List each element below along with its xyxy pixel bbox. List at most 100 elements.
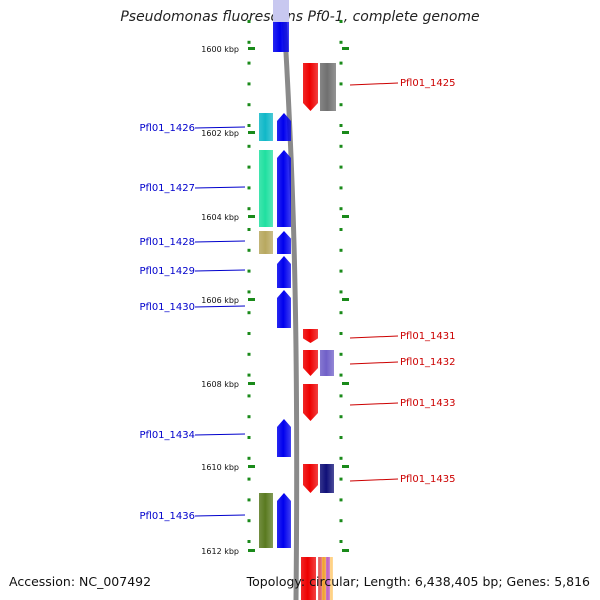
cog-block-partial-c (326, 557, 330, 600)
forward-tick (247, 186, 251, 190)
scale-major-tick-right (342, 465, 349, 468)
forward-tick (247, 124, 251, 127)
scale-label: 1602 kbp (201, 129, 239, 138)
forward-tick (247, 415, 251, 419)
scale-label: 1604 kbp (201, 213, 239, 222)
forward-tick (247, 436, 251, 439)
reverse-gene-leader (349, 335, 399, 339)
cog-block-pfl01_1426 (259, 113, 273, 141)
forward-gene-label: Pfl01_1429 (139, 266, 195, 277)
cog-block-partial-a (318, 557, 322, 600)
reverse-gene-pfl01_1432 (303, 350, 318, 376)
forward-gene-leader (194, 240, 246, 243)
forward-gene-label: Pfl01_1428 (139, 237, 195, 248)
reverse-tick (339, 540, 343, 543)
reverse-gene-pfl01_1431 (303, 329, 318, 343)
reverse-tick (339, 61, 343, 65)
reverse-tick (339, 290, 343, 294)
forward-gene-pfl01_1429 (277, 256, 291, 288)
reverse-gene-leader (349, 402, 399, 406)
forward-tick (247, 352, 251, 356)
reverse-tick (339, 311, 343, 315)
forward-gene-pfl01_1434 (277, 419, 291, 457)
reverse-tick (339, 352, 343, 356)
genome-summary: Topology: circular; Length: 6,438,405 bp… (246, 574, 590, 589)
scale-label: 1608 kbp (201, 380, 239, 389)
reverse-tick (339, 40, 343, 44)
forward-gene-label: Pfl01_1430 (139, 302, 195, 313)
scale-major-tick (248, 215, 255, 218)
reverse-tick (339, 228, 343, 231)
reverse-tick (339, 207, 343, 211)
scale-major-tick-right (342, 215, 349, 218)
forward-gene-leader (194, 514, 246, 517)
reverse-gene-label: Pfl01_1433 (400, 398, 456, 409)
cog-block-pfl01_1435 (320, 464, 334, 493)
reverse-tick (339, 82, 343, 86)
scale-major-tick (248, 382, 255, 385)
scale-label: 1610 kbp (201, 463, 239, 472)
scale-major-tick (248, 298, 255, 301)
reverse-tick (339, 144, 343, 148)
forward-tick (247, 498, 251, 502)
reverse-gene-pfl01_1433 (303, 384, 318, 421)
reverse-tick (339, 165, 343, 169)
reverse-tick (339, 456, 343, 460)
forward-tick (247, 477, 251, 481)
scale-label: 1606 kbp (201, 296, 239, 305)
reverse-gene-label: Pfl01_1425 (400, 78, 456, 89)
genome-backbone (280, 0, 300, 600)
forward-gene-pfl01_1430 (277, 290, 291, 328)
forward-tick (247, 394, 251, 398)
reverse-tick (339, 477, 343, 481)
reverse-gene-pfl01_1435 (303, 464, 318, 493)
forward-tick (247, 61, 251, 65)
reverse-tick (339, 519, 343, 523)
forward-gene-pfl01_1428 (277, 231, 291, 254)
forward-tick (247, 290, 251, 294)
reverse-tick (339, 394, 343, 398)
reverse-gene-label: Pfl01_1432 (400, 357, 456, 368)
scale-major-tick-right (342, 298, 349, 301)
forward-tick (247, 207, 251, 211)
forward-tick (247, 269, 251, 273)
forward-tick (247, 456, 251, 460)
reverse-tick (339, 248, 343, 252)
forward-gene-pfl01_1427 (277, 150, 291, 227)
forward-gene-leader (194, 186, 246, 189)
reverse-tick (339, 436, 343, 439)
reverse-gene-partial (301, 557, 316, 600)
cog-block-partial-d (330, 557, 333, 600)
scale-major-tick (248, 465, 255, 468)
reverse-tick (339, 415, 343, 419)
forward-tick (247, 311, 251, 315)
cog-block-pfl01_1428 (259, 231, 273, 254)
reverse-tick (339, 332, 343, 335)
forward-tick (247, 248, 251, 252)
forward-gene-leader (194, 433, 246, 436)
reverse-gene-pfl01_1425 (303, 63, 318, 111)
scale-major-tick-right (342, 549, 349, 552)
forward-tick (247, 40, 251, 44)
reverse-tick (339, 186, 343, 190)
forward-tick (247, 82, 251, 86)
cog-block-partial-b (322, 557, 326, 600)
scale-label: 1612 kbp (201, 547, 239, 556)
reverse-tick (339, 373, 343, 377)
forward-gene-pfl01_1436 (277, 493, 291, 548)
cog-block-pfl01_1427 (259, 150, 273, 227)
forward-gene-leader (194, 269, 246, 272)
map-title: Pseudomonas fluorescens Pf0-1, complete … (120, 9, 480, 25)
cog-block-pfl01_1425 (320, 63, 336, 111)
cog-block-pfl01_1432 (320, 350, 334, 376)
forward-gene-leader (194, 126, 246, 129)
forward-gene-label: Pfl01_1426 (139, 123, 195, 134)
reverse-tick (339, 124, 343, 127)
reverse-tick (339, 498, 343, 502)
forward-tick (247, 103, 251, 107)
scale-major-tick-right (342, 131, 349, 134)
reverse-gene-leader (349, 82, 399, 86)
reverse-gene-label: Pfl01_1431 (400, 331, 456, 342)
